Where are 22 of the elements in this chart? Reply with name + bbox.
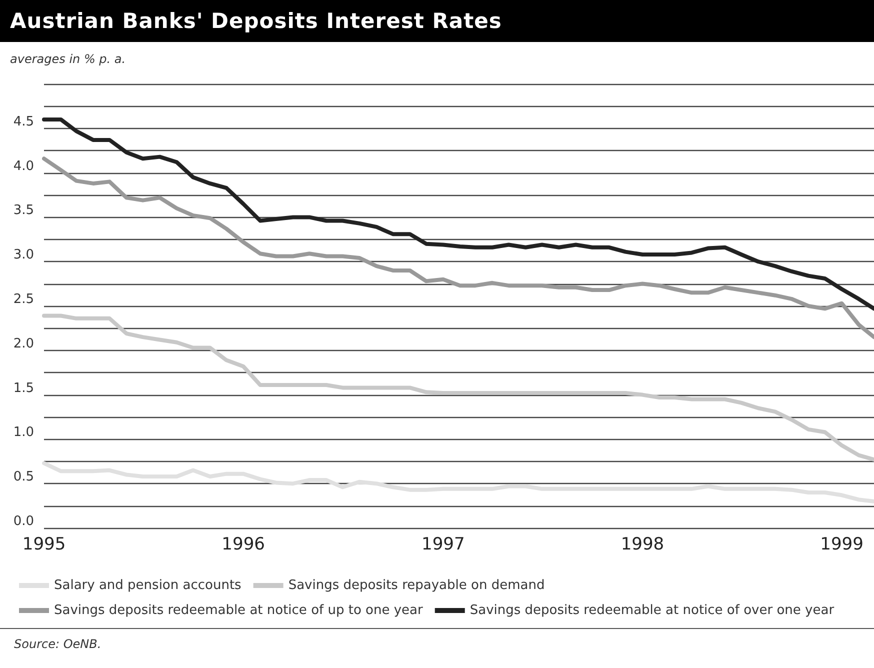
y-tick-label: 1.5 <box>13 380 34 396</box>
y-tick-label: 2.5 <box>13 292 34 307</box>
y-tick-label: 4.5 <box>13 114 34 130</box>
x-tick-label: 1995 <box>22 534 66 554</box>
y-tick-label: 4.0 <box>13 158 34 174</box>
y-tick-label: 3.0 <box>13 248 34 263</box>
legend-label: Savings deposits redeemable at notice of over one year <box>470 603 835 618</box>
legend-label: Savings deposits redeemable at notice of up to one year <box>54 603 424 618</box>
y-tick-label: 3.5 <box>13 203 34 218</box>
chart-title: Austrian Banks' Deposits Interest Rates <box>0 0 874 42</box>
x-tick-label: 1999 <box>820 534 864 554</box>
y-tick-label: 1.0 <box>13 425 34 440</box>
x-tick-label: 1997 <box>422 534 465 554</box>
x-tick-label: 1996 <box>222 534 265 554</box>
y-tick-label: 2.0 <box>13 336 34 352</box>
y-tick-label: 0.0 <box>13 514 34 529</box>
source-note: Source: OeNB. <box>0 628 874 651</box>
chart-subtitle: averages in % p. a. <box>9 51 127 68</box>
legend-label: Salary and pension accounts <box>54 578 242 593</box>
legend-label: Savings deposits repayable on demand <box>288 578 545 593</box>
y-tick-label: 0.5 <box>13 470 34 485</box>
x-tick-label: 1998 <box>620 534 664 554</box>
